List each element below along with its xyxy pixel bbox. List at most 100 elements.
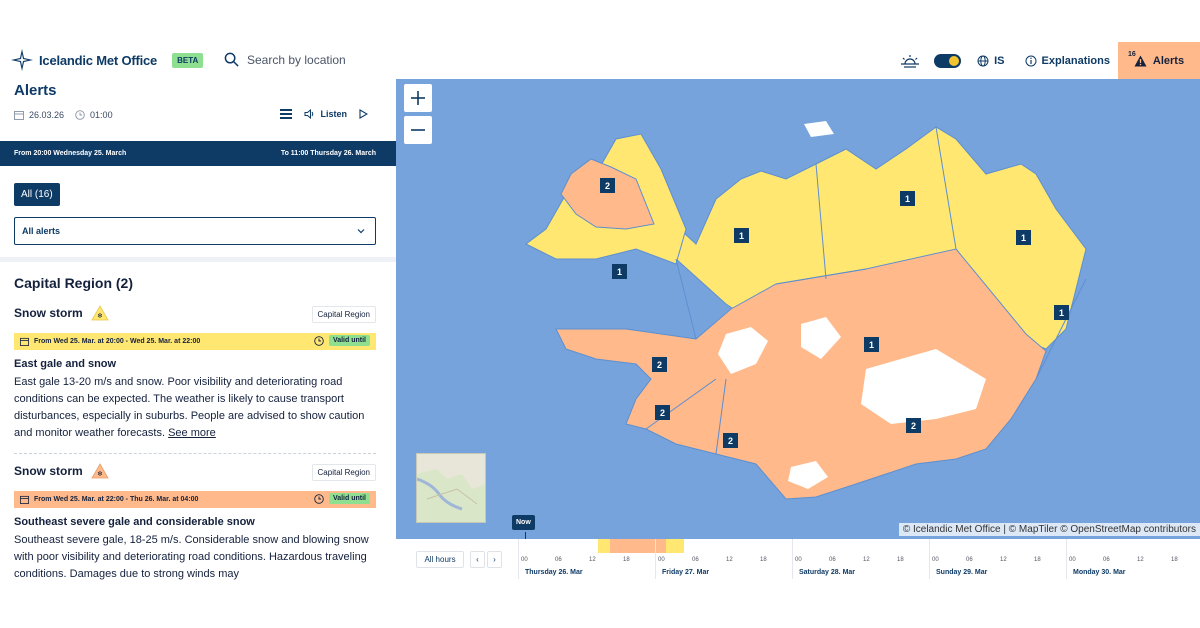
alert-title-1[interactable]: Snow storm ❄ [14, 305, 109, 321]
zoom-out-button[interactable] [404, 116, 432, 144]
timeline-segment-yellow [666, 539, 684, 553]
clock-icon [314, 494, 324, 504]
alert-separator [14, 453, 376, 454]
timeline-hour-tick[interactable]: 12 [863, 557, 870, 563]
minus-icon [411, 129, 425, 131]
clock-icon [75, 110, 85, 120]
theme-toggle[interactable] [934, 53, 962, 68]
timeline-day-divider [655, 539, 656, 579]
timeline-hour-tick[interactable]: 18 [897, 557, 904, 563]
calendar-icon [14, 111, 24, 120]
timeline-hour-tick[interactable]: 06 [692, 557, 699, 563]
panel-tools: Listen [280, 109, 368, 119]
timeline-hour-tick[interactable]: 12 [1000, 557, 1007, 563]
beta-badge: BETA [172, 52, 204, 68]
svg-text:1: 1 [869, 340, 874, 350]
snow-warning-orange-icon: ❄ [90, 463, 109, 479]
play-icon[interactable] [359, 109, 368, 119]
timeline-hour-tick[interactable]: 06 [555, 557, 562, 563]
alert-marker[interactable]: 2 [723, 433, 738, 448]
brand-name: Icelandic Met Office [39, 52, 158, 68]
see-more-link[interactable]: See more [168, 427, 216, 439]
calendar-icon [20, 495, 29, 504]
alert-marker[interactable]: 1 [864, 337, 879, 352]
alert-marker[interactable]: 1 [1054, 305, 1069, 320]
alerts-map[interactable]: 2 1 1 1 1 1 1 2 2 2 2 © Icelandic Met Of… [396, 79, 1200, 539]
search-box[interactable]: Search by location [224, 52, 346, 67]
timeline-track[interactable] [518, 539, 1200, 553]
weather-theme-icon[interactable] [900, 54, 920, 68]
language-button[interactable]: IS [977, 55, 1005, 67]
timeline-hour-tick[interactable]: 00 [658, 557, 665, 563]
now-indicator[interactable]: Now [512, 515, 535, 530]
clock-icon [314, 336, 324, 346]
minimap-view [417, 469, 485, 522]
all-hours-button[interactable]: All hours [416, 551, 464, 568]
iceland-map[interactable]: 2 1 1 1 1 1 1 2 2 2 2 [396, 79, 1200, 539]
timeline-day-label[interactable]: Friday 27. Mar [662, 569, 710, 576]
timeline[interactable]: All hours ‹ › 00 06 12 18 Thursday 26. Mar 00… [396, 539, 1200, 584]
alert-marker[interactable]: 2 [906, 418, 921, 433]
alerts-label: Alerts [1152, 54, 1185, 67]
list-view-icon[interactable] [280, 109, 293, 119]
alert-marker[interactable]: 1 [734, 228, 749, 243]
timeline-hour-tick[interactable]: 06 [829, 557, 836, 563]
explanations-button[interactable]: Explanations [1025, 55, 1110, 67]
timeline-hour-tick[interactable]: 18 [1034, 557, 1041, 563]
timeline-hour-tick[interactable]: 06 [966, 557, 973, 563]
alert-marker[interactable]: 1 [612, 264, 627, 279]
calendar-icon [20, 337, 29, 346]
svg-text:1: 1 [1059, 308, 1064, 318]
timeline-hour-tick[interactable]: 00 [932, 557, 939, 563]
timeline-hour-tick[interactable]: 00 [795, 557, 802, 563]
svg-text:2: 2 [728, 436, 733, 446]
alert-marker[interactable]: 1 [1016, 230, 1031, 245]
timeline-prev-button[interactable]: ‹ [470, 551, 485, 568]
timeline-hour-tick[interactable]: 12 [589, 557, 596, 563]
timeline-hour-tick[interactable]: 18 [623, 557, 630, 563]
region-badge: Capital Region [311, 306, 376, 323]
listen-button[interactable]: Listen [304, 109, 347, 119]
alert-marker[interactable]: 2 [655, 405, 670, 420]
alert-marker[interactable]: 1 [900, 191, 915, 206]
search-input[interactable]: Search by location [247, 52, 346, 67]
speaker-icon [304, 109, 314, 119]
timeline-hour-tick[interactable]: 06 [1103, 557, 1110, 563]
zoom-in-button[interactable] [404, 84, 432, 112]
alerts-button[interactable]: 16 Alerts [1118, 42, 1200, 79]
timeline-day-label[interactable]: Saturday 28. Mar [799, 569, 856, 576]
svg-text:2: 2 [657, 360, 662, 370]
timeline-segment-yellow [598, 539, 610, 553]
alert-marker[interactable]: 2 [652, 357, 667, 372]
alert-datetime: 26.03.26 01:00 [14, 110, 113, 120]
alert-marker[interactable]: 2 [600, 178, 615, 193]
svg-text:1: 1 [617, 267, 622, 277]
alert-type-select[interactable]: All alerts [14, 217, 376, 245]
timeline-hour-tick[interactable]: 12 [726, 557, 733, 563]
glacier [861, 349, 986, 424]
page-title: Alerts [14, 82, 57, 99]
toggle-knob [949, 55, 960, 66]
valid-until-badge: Valid until [328, 335, 370, 346]
alert-title-2[interactable]: Snow storm ❄ [14, 463, 109, 479]
timeline-hour-tick[interactable]: 12 [1137, 557, 1144, 563]
svg-text:❄: ❄ [97, 470, 103, 478]
svg-text:2: 2 [660, 408, 665, 418]
svg-text:❄: ❄ [97, 312, 103, 320]
brand-logo[interactable]: Icelandic Met Office BETA [10, 48, 204, 72]
minimap[interactable] [416, 453, 486, 523]
timeline-hour-tick[interactable]: 00 [1069, 557, 1076, 563]
timeline-day-label[interactable]: Thursday 26. Mar [525, 569, 583, 576]
tab-all-alerts[interactable]: All (16) [14, 183, 60, 206]
region-badge: Capital Region [311, 464, 376, 481]
glacier [788, 461, 828, 489]
timeline-day-label[interactable]: Sunday 29. Mar [936, 569, 988, 576]
timeline-day-label[interactable]: Monday 30. Mar [1073, 569, 1126, 576]
timeline-hour-tick[interactable]: 18 [1171, 557, 1178, 563]
top-header: Icelandic Met Office BETA Search by loca… [0, 42, 1200, 79]
compass-logo-icon [11, 49, 33, 71]
timeline-hour-tick[interactable]: 18 [760, 557, 767, 563]
timeline-next-button[interactable]: › [487, 551, 502, 568]
timeline-hour-tick[interactable]: 00 [521, 557, 528, 563]
timeline-segment-orange [610, 539, 666, 553]
